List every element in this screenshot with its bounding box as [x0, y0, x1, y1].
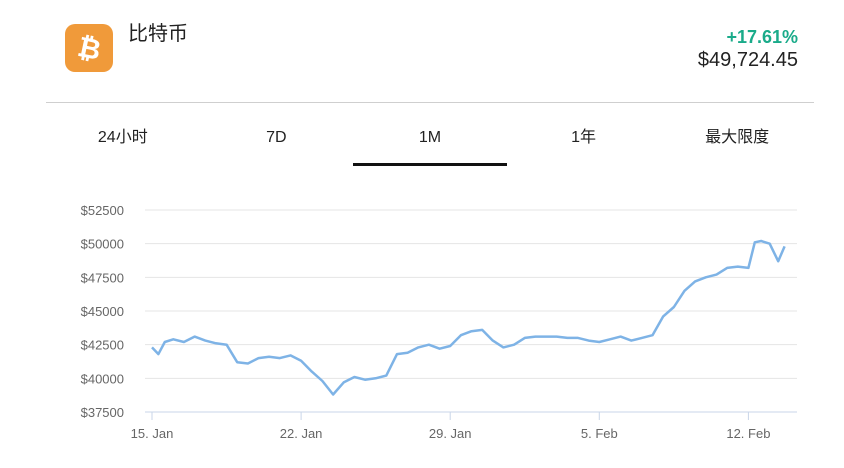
y-tick-label: $50000: [81, 237, 124, 252]
bitcoin-icon: ₿: [65, 24, 113, 72]
coin-name: 比特币: [128, 23, 188, 45]
x-tick-label: 22. Jan: [280, 426, 323, 441]
x-axis-ticks: 15. Jan 22. Jan 29. Jan 5. Feb 12. Feb: [131, 412, 770, 441]
tab-1y[interactable]: 1年: [571, 129, 597, 146]
y-tick-label: $45000: [81, 304, 124, 319]
price-chart: $52500 $50000 $47500 $45000 $42500 $40000 $375…: [81, 203, 797, 441]
price-change: +17.61%: [726, 27, 798, 47]
x-tick-label: 15. Jan: [131, 426, 174, 441]
y-axis-ticks: $52500 $50000 $47500 $45000 $42500 $40000 $375…: [81, 203, 124, 420]
bitcoin-symbol: ₿: [74, 29, 104, 67]
chart-grid: [145, 209, 797, 413]
time-range-tabs: 24小时 7D 1M 1年 最大限度: [46, 116, 814, 166]
y-tick-label: $52500: [81, 203, 124, 218]
y-tick-label: $42500: [81, 338, 124, 353]
current-price: $49,724.45: [697, 49, 798, 71]
header-divider: [46, 102, 814, 103]
y-tick-label: $47500: [81, 270, 124, 285]
price-series-line: [151, 239, 786, 396]
tab-24h[interactable]: 24小时: [97, 129, 148, 146]
tab-7d[interactable]: 7D: [266, 129, 287, 146]
coin-header: ₿ 比特币 +17.61% $49,724.45: [0, 0, 844, 100]
y-tick-label: $40000: [81, 371, 124, 386]
x-tick-label: 29. Jan: [429, 426, 472, 441]
y-tick-label: $37500: [81, 405, 124, 420]
x-tick-label: 12. Feb: [726, 426, 770, 441]
tab-max[interactable]: 最大限度: [705, 129, 770, 146]
tab-1m[interactable]: 1M: [353, 116, 507, 166]
x-tick-label: 5. Feb: [581, 426, 618, 441]
